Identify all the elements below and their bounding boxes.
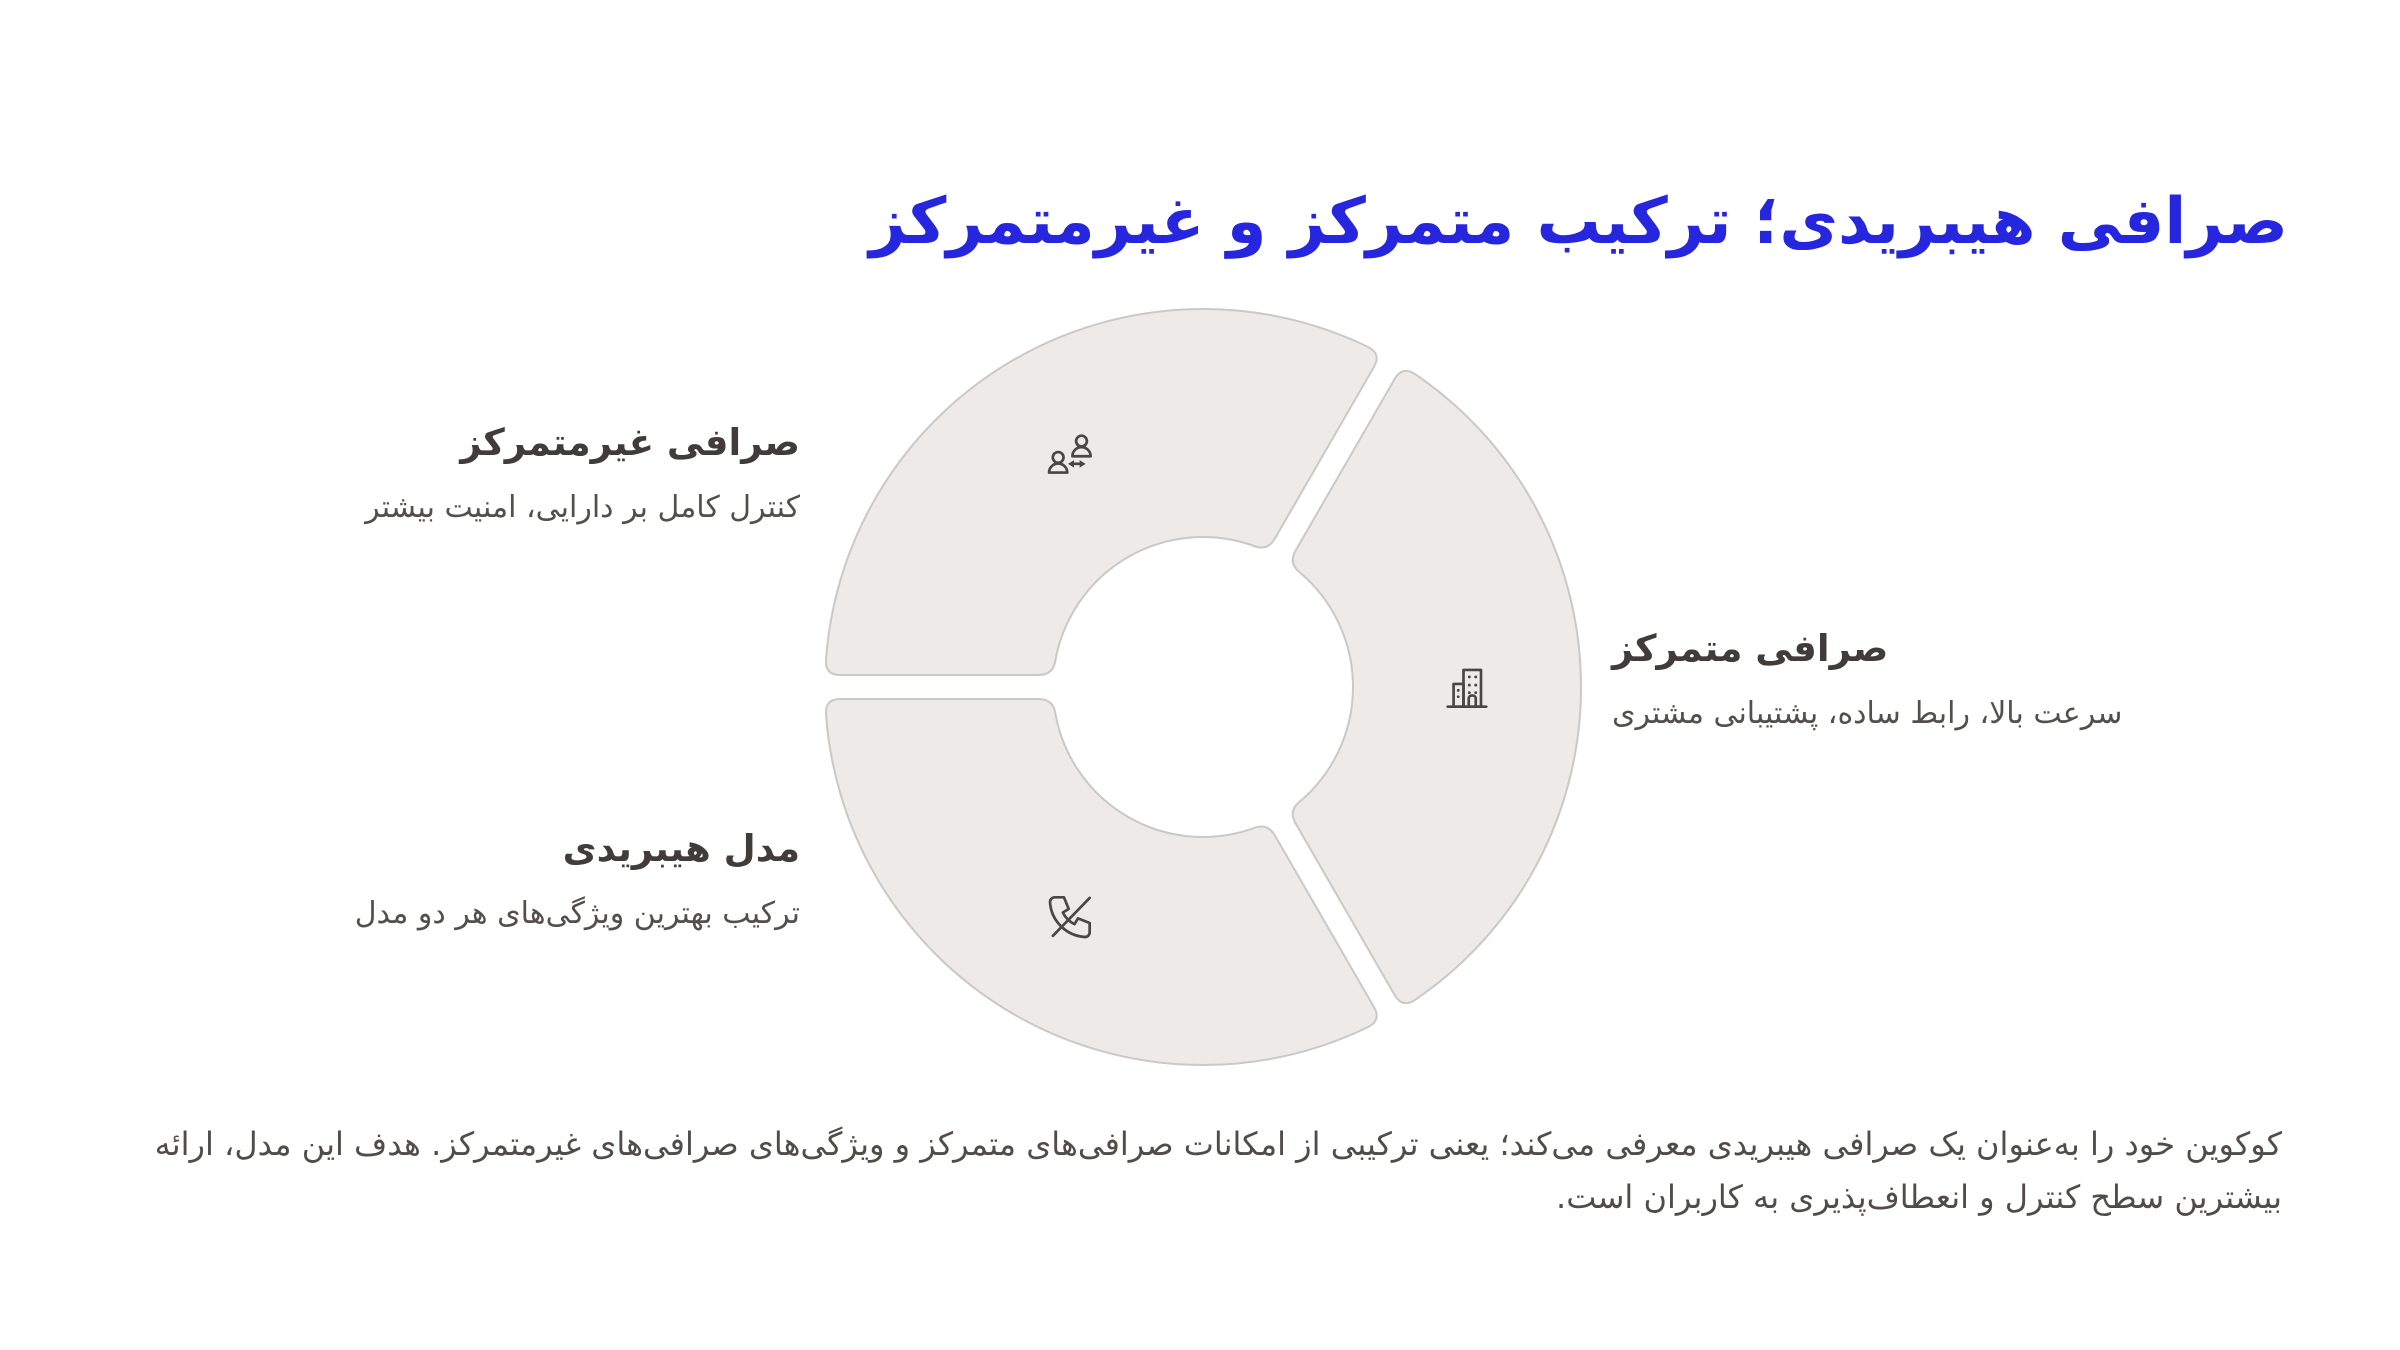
- label-decentralized-title: صرافی غیرمتمرکز: [460, 421, 800, 464]
- building-icon: [1439, 660, 1495, 716]
- phone-off-icon: [1043, 888, 1099, 944]
- donut-segment-decentralized: [824, 308, 1378, 677]
- donut-segment-centralized: [1291, 369, 1582, 1005]
- label-centralized-description: سرعت بالا، رابط ساده، پشتیبانی مشتری: [1612, 696, 2123, 732]
- donut-segment-hybrid: [824, 697, 1378, 1066]
- label-centralized: صرافی متمرکز سرعت بالا، رابط ساده، پشتیب…: [1612, 626, 2122, 733]
- users-exchange-icon: [1043, 430, 1099, 486]
- label-hybrid-title: مدل هیبریدی: [562, 827, 800, 870]
- label-hybrid-description: ترکیب بهترین ویژگی‌های هر دو مدل: [354, 896, 800, 932]
- label-hybrid: مدل هیبریدی ترکیب بهترین ویژگی‌های هر دو…: [355, 826, 800, 933]
- label-centralized-title: صرافی متمرکز: [1612, 627, 1889, 670]
- label-decentralized-description: کنترل کامل بر دارایی، امنیت بیشتر: [365, 490, 800, 526]
- footer-paragraph: کوکوین خود را به‌عنوان یک صرافی هیبریدی …: [154, 1125, 2282, 1216]
- page-title: صرافی هیبریدی؛ ترکیب متمرکز و غیرمتمرکز: [869, 184, 2288, 259]
- label-decentralized: صرافی غیرمتمرکز کنترل کامل بر دارایی، ام…: [365, 420, 800, 527]
